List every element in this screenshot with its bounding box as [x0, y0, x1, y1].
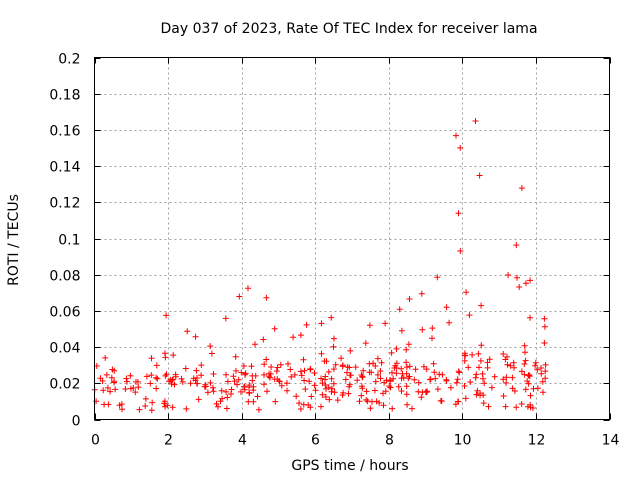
y-axis-label: ROTI / TECUs	[6, 194, 22, 286]
data-point-markers	[91, 118, 549, 414]
x-tick-labels: 0 2 4 6 8 10 12 14	[91, 433, 619, 449]
grid	[94, 57, 610, 420]
y-tick-label: 0.12	[49, 196, 80, 212]
plot-frame	[94, 57, 610, 420]
y-tick-label: 0.1	[58, 233, 80, 249]
y-tick-label: 0.2	[58, 52, 80, 68]
x-axis-label: GPS time / hours	[291, 458, 408, 474]
y-tick-labels: 0 0.02 0.04 0.06 0.08 0.1 0.12 0.14 0.16 0.18 0.2	[49, 52, 80, 430]
chart-title: Day 037 of 2023, Rate Of TEC Index for r…	[160, 21, 537, 37]
x-tick-label: 8	[385, 433, 394, 449]
y-tick-label: 0.14	[49, 160, 80, 176]
x-tick-label: 12	[528, 433, 546, 449]
y-tick-label: 0	[72, 414, 81, 430]
y-tick-label: 0.08	[49, 269, 80, 285]
data-points	[91, 118, 549, 414]
x-tick-label: 4	[238, 433, 247, 449]
y-tick-label: 0.18	[49, 88, 80, 104]
x-tick-label: 2	[164, 433, 173, 449]
x-tick-label: 14	[602, 433, 620, 449]
x-tick-label: 0	[91, 433, 100, 449]
y-tick-label: 0.06	[49, 305, 80, 321]
y-tick-label: 0.04	[49, 341, 80, 357]
axis-ticks	[94, 57, 611, 421]
x-tick-label: 10	[454, 433, 472, 449]
x-tick-label: 6	[311, 433, 320, 449]
y-tick-label: 0.02	[49, 377, 80, 393]
y-tick-label: 0.16	[49, 124, 80, 140]
